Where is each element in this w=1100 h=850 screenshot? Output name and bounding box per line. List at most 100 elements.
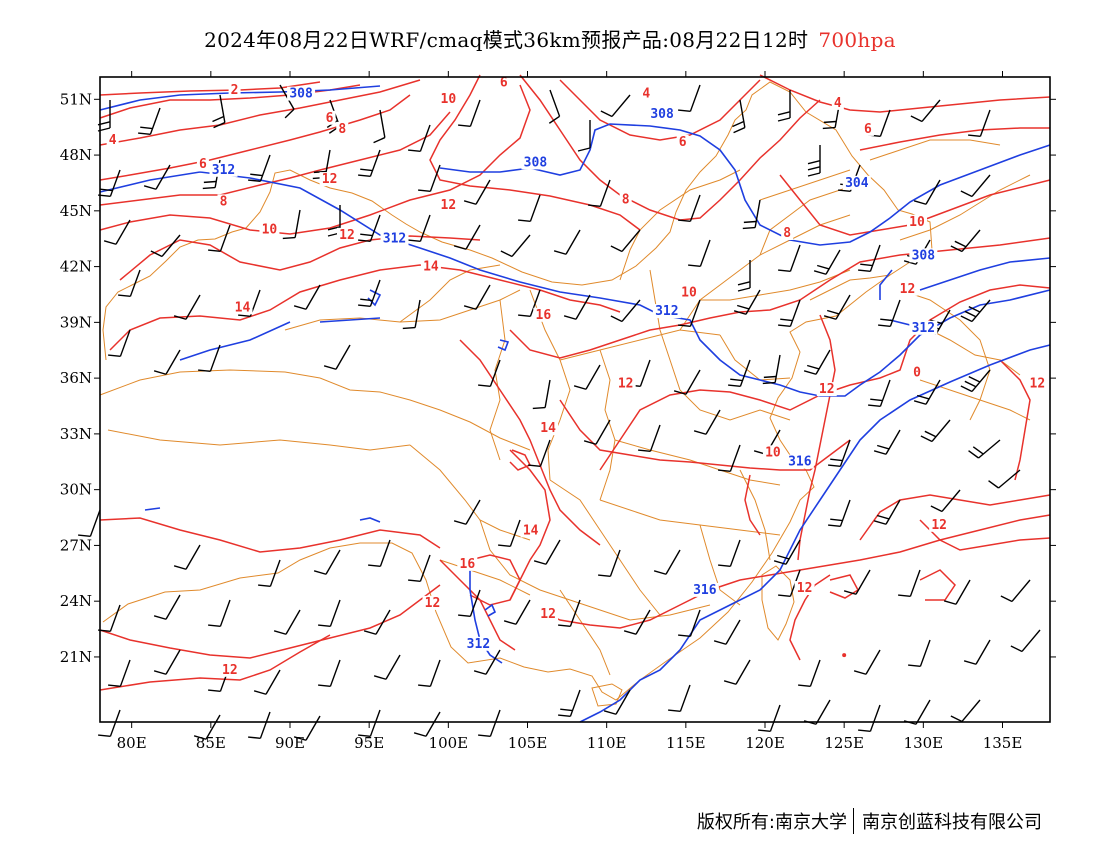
temperature-contour-label: 16 [536,308,552,323]
contour-label-bg [897,281,918,296]
temperature-contour [759,74,1051,113]
wind-barb [478,359,501,388]
temperature-contour [829,574,859,599]
contour-label-bg [219,662,240,677]
wind-barb [453,224,481,250]
lat-tick-label: 48N [60,146,92,164]
temperature-contour-label: 2 [231,83,239,98]
temperature-contour [99,84,531,235]
wind-barb [732,99,746,134]
wind-barb [898,569,921,598]
height-contour [359,517,381,523]
temperature-contour [539,514,1051,629]
contour-label-bg [106,133,119,148]
wind-barb [500,234,531,258]
wind-barb [583,419,611,445]
wind-barb [678,609,701,638]
province-boundary [619,169,741,281]
wind-barb [623,609,651,635]
province-boundary [739,469,771,561]
wind-barb [913,379,941,405]
province-boundary [599,349,616,501]
temperature-contour [99,79,421,146]
wind-barb [248,154,271,183]
contour-label-bg [794,581,815,596]
contour-label-bg [619,192,632,207]
contour-label-bg [1027,376,1048,391]
contour-label-bg [287,86,316,101]
hainan-coast [591,683,623,707]
wind-barb [673,369,701,395]
wind-barb [693,409,721,435]
lat-tick-label: 51N [60,90,92,108]
wind-barb [678,194,701,223]
wind-barb [528,439,551,468]
wind-barb [723,659,751,685]
province-boundary [284,289,521,331]
contour-label-bg [228,82,241,97]
wind-barb [150,234,181,258]
wind-barb [98,709,121,738]
height-contour [144,507,161,511]
wind-barb [1000,579,1031,603]
temperature-contour-label: 10 [441,92,457,107]
lon-tick-label: 115E [666,734,706,752]
temperature-contour [99,634,331,691]
contour-label-bg [615,376,636,391]
temperature-contour [559,79,761,141]
wind-barb [913,179,941,205]
wind-barb [718,539,741,568]
wind-barb [930,489,961,513]
contour-label-bg [337,227,357,242]
wind-barb [563,294,591,320]
temperature-contour-label: 0 [913,365,921,380]
height-contour [919,257,1051,291]
lat-tick-label: 27N [60,536,92,554]
temperature-contour-label: 14 [523,523,539,538]
wind-barb [803,699,831,725]
contour-label-bg [217,194,230,209]
height-contour-label: 308 [912,248,936,263]
lat-tick-label: 39N [60,313,92,331]
geopotential-height-contours [99,85,1051,723]
height-contour-label: 312 [655,304,678,319]
wind-barb [598,549,621,578]
contour-label-bg [464,636,493,651]
chart-title: 2024年08月22日WRF/cmaq模式36km预报产品:08月22日12时 7… [0,24,1100,53]
province-boundary [679,389,791,421]
province-boundary [679,214,851,331]
wind-barb [718,444,741,473]
temperature-contour [797,314,836,561]
temperature-contour [459,339,601,546]
wind-barb [950,229,981,253]
wind-barb [908,639,931,668]
lon-tick-label: 85E [196,734,226,752]
height-contour-label: 312 [912,321,935,336]
wind-barb [558,689,581,718]
wind-barb [778,299,801,328]
wind-barb [878,299,901,328]
footer-divider [853,808,854,834]
temperature-contour [859,127,1050,151]
temperature-contour-label: 6 [864,122,872,137]
height-contour [99,171,661,316]
temperature-contour-label: 12 [222,663,238,678]
wind-barb [408,124,431,153]
province-boundary [559,329,721,361]
wind-barb [358,709,381,738]
copyright-text: 版权所有:南京大学 [696,812,847,833]
wind-barb [368,539,391,568]
lon-tick-label: 95E [354,734,384,752]
wind-barb [478,709,501,738]
temperature-contour [99,517,441,553]
pressure-level: 700hpa [818,28,896,52]
wind-barb [968,439,1001,459]
province-boundary [809,274,891,301]
province-boundary [399,264,501,323]
wind-barb [610,299,641,323]
temperature-contour-label: 10 [765,445,781,460]
wind-barb [988,469,1021,489]
wind-barb [603,689,631,715]
axis-labels: 51N 48N 45N 42N 39N 36N 33N 30N 27N 24N 21N 80E 85E 9… [60,90,1023,752]
